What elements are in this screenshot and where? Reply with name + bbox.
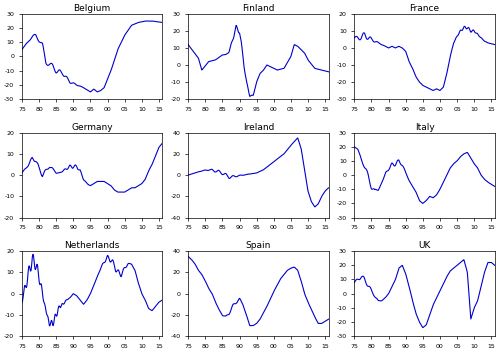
Title: Spain: Spain: [246, 241, 271, 250]
Title: Belgium: Belgium: [74, 4, 111, 13]
Title: Netherlands: Netherlands: [64, 241, 120, 250]
Title: Italy: Italy: [414, 123, 434, 132]
Title: Finland: Finland: [242, 4, 274, 13]
Title: France: France: [410, 4, 440, 13]
Title: Germany: Germany: [72, 123, 113, 132]
Title: UK: UK: [418, 241, 430, 250]
Title: Ireland: Ireland: [242, 123, 274, 132]
